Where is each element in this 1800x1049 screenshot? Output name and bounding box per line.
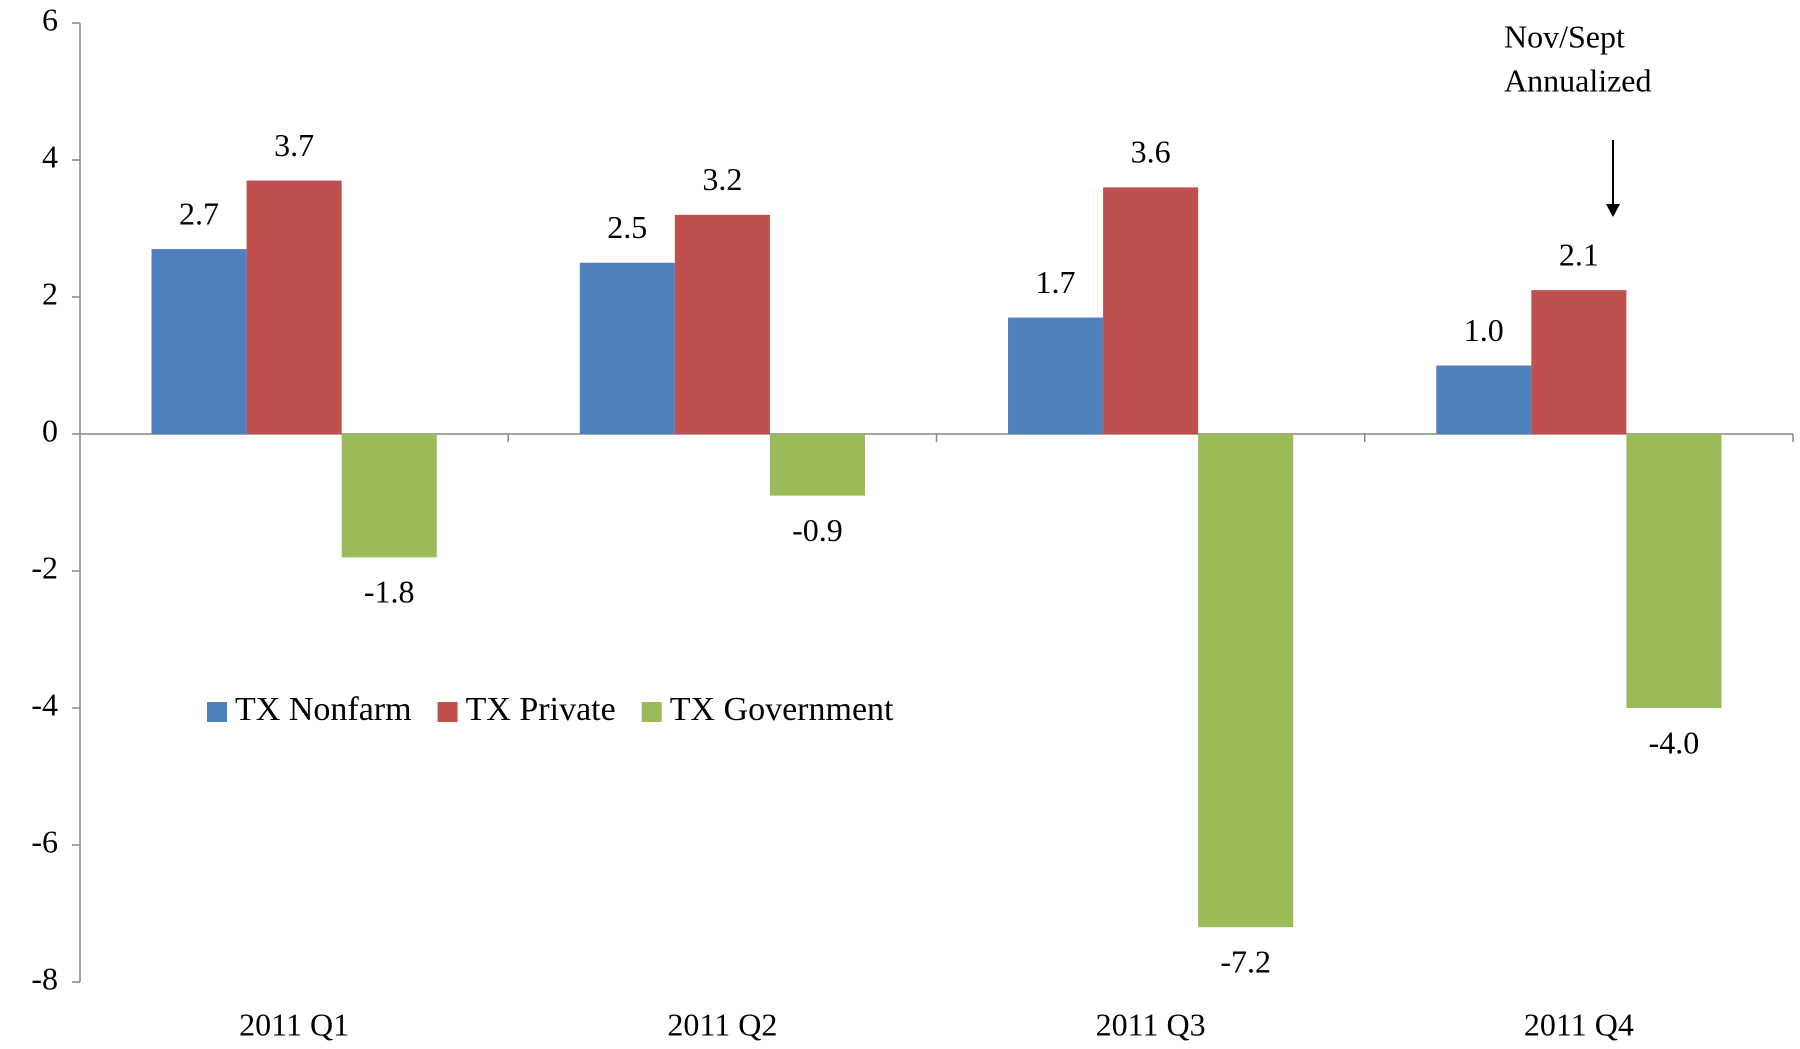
legend-swatch [207, 702, 227, 722]
arrow-head [1606, 204, 1620, 217]
value-label: -4.0 [1649, 724, 1700, 760]
bar [1103, 187, 1199, 434]
bar [151, 249, 247, 434]
annotation: Annualized [1504, 62, 1652, 98]
x-tick-label: 2011 Q2 [667, 1006, 777, 1042]
legend-swatch [437, 702, 458, 722]
legend-label: TX Nonfarm [235, 691, 412, 728]
bar [1198, 434, 1294, 928]
bar [341, 434, 437, 558]
value-label: 1.7 [1036, 264, 1076, 300]
y-tick-label: 0 [42, 412, 58, 448]
value-label: 2.7 [179, 195, 219, 231]
y-tick-label: -6 [31, 823, 58, 859]
value-label: -7.2 [1220, 944, 1271, 980]
value-label: 3.7 [274, 127, 314, 163]
y-tick-label: 6 [42, 1, 58, 37]
value-label: -1.8 [364, 574, 415, 610]
value-label: -0.9 [792, 512, 843, 548]
value-label: 3.6 [1131, 134, 1171, 170]
x-tick-label: 2011 Q3 [1096, 1006, 1206, 1042]
y-tick-label: -2 [31, 549, 58, 585]
x-tick-label: 2011 Q4 [1524, 1006, 1634, 1042]
legend-swatch [641, 702, 662, 722]
bar [1531, 290, 1627, 434]
y-tick-label: -4 [31, 686, 58, 722]
bar [246, 180, 342, 434]
value-label: 2.5 [607, 209, 647, 245]
value-label: 1.0 [1464, 312, 1504, 348]
y-tick-label: 4 [42, 138, 58, 174]
bar [1626, 434, 1722, 708]
x-tick-label: 2011 Q1 [239, 1006, 349, 1042]
value-label: 3.2 [702, 161, 742, 197]
value-label: 2.1 [1559, 236, 1599, 272]
y-tick-label: 2 [42, 275, 58, 311]
legend-label: TX Government [670, 691, 894, 728]
bar [674, 214, 770, 434]
bar [579, 262, 675, 434]
y-tick-label: -8 [31, 960, 58, 996]
legend-label: TX Private [466, 691, 616, 728]
bar [1008, 317, 1104, 434]
bar [769, 434, 865, 496]
bar [1436, 365, 1532, 434]
annotation: Nov/Sept [1504, 18, 1625, 54]
